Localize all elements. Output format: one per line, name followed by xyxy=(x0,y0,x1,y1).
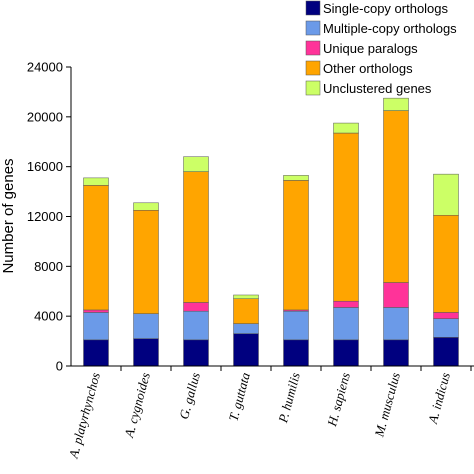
bar-segment xyxy=(383,97,409,111)
bar-segment xyxy=(183,171,209,303)
bar-segment xyxy=(383,339,409,367)
bar-segment xyxy=(83,312,109,341)
bar-segment xyxy=(133,202,159,211)
x-category-label: M. musculus xyxy=(371,371,403,439)
legend-label: Other orthologs xyxy=(323,61,413,76)
bar-segment xyxy=(133,210,159,314)
x-category-label: A. cygnoides xyxy=(121,371,153,440)
bar-segment xyxy=(83,309,109,313)
bar-segment xyxy=(183,339,209,367)
bar-segment xyxy=(283,310,309,341)
bars-layer xyxy=(83,97,459,367)
legend-swatch xyxy=(305,60,321,76)
bar-segment xyxy=(233,323,259,334)
y-tick-label: 8000 xyxy=(34,259,63,274)
y-ticks: 0 4000 8000 12000 16000 20000 24000 xyxy=(27,60,71,374)
legend: Single-copy orthologs Multiple-copy ortho… xyxy=(305,0,457,96)
y-tick-label: 24000 xyxy=(27,60,63,75)
bar-segment xyxy=(83,339,109,367)
legend-label: Multiple-copy orthologs xyxy=(323,21,457,36)
y-tick-label: 16000 xyxy=(27,159,63,174)
y-axis-title: Number of genes xyxy=(0,158,17,273)
axes-layer xyxy=(70,67,474,367)
bar-segment xyxy=(183,302,209,312)
bar-segment xyxy=(333,122,359,134)
legend-label: Unclustered genes xyxy=(323,81,432,96)
bar-segment xyxy=(433,215,459,313)
bar-segment xyxy=(233,294,259,299)
y-tick-label: 0 xyxy=(56,359,63,374)
bar-segment xyxy=(333,307,359,341)
bar-segment xyxy=(183,310,209,341)
bar-segment xyxy=(133,313,159,339)
y-tick-label: 4000 xyxy=(34,309,63,324)
x-category-label: A. indicus xyxy=(425,371,453,426)
bar-segment xyxy=(333,132,359,302)
x-category-label: T. guttata xyxy=(226,370,253,422)
x-category-label: A. platyrhynchos xyxy=(65,371,102,461)
bar-segment xyxy=(383,307,409,341)
legend-swatch xyxy=(305,80,321,96)
bar-segment xyxy=(83,185,109,311)
bar-segment xyxy=(283,339,309,367)
x-category-labels: A. platyrhynchos A. cygnoides G. gallus T. … xyxy=(65,366,472,461)
x-category-label: H. sapiens xyxy=(324,371,353,429)
legend-swatch xyxy=(305,40,321,56)
x-category-label: P. humilis xyxy=(275,371,303,425)
bar-segment xyxy=(183,156,209,172)
legend-label: Unique paralogs xyxy=(323,41,418,56)
bar-segment xyxy=(433,337,459,367)
bar-segment xyxy=(433,318,459,338)
bar-segment xyxy=(283,175,309,181)
x-category-label: G. gallus xyxy=(176,371,203,421)
bar-segment xyxy=(433,312,459,319)
legend-label: Single-copy orthologs xyxy=(323,1,449,16)
bar-segment xyxy=(433,173,459,216)
bar-segment xyxy=(333,339,359,367)
bar-segment xyxy=(233,298,259,324)
bar-segment xyxy=(83,177,109,186)
bar-segment xyxy=(333,300,359,308)
legend-swatch xyxy=(305,20,321,36)
bar-segment xyxy=(383,110,409,283)
bar-segment xyxy=(383,282,409,308)
bar-segment xyxy=(133,338,159,367)
legend-swatch xyxy=(305,0,321,16)
y-tick-label: 20000 xyxy=(27,109,63,124)
bar-segment xyxy=(283,180,309,311)
bar-segment xyxy=(233,333,259,367)
y-tick-label: 12000 xyxy=(27,209,63,224)
